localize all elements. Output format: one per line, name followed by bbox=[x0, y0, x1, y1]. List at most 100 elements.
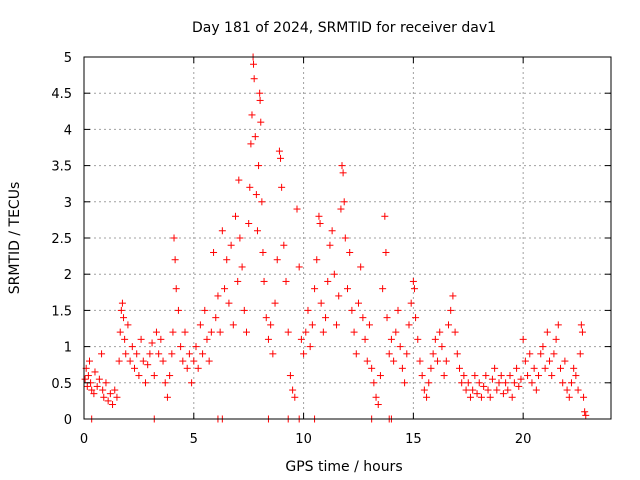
data-point bbox=[124, 321, 132, 329]
data-point bbox=[260, 277, 268, 285]
data-point bbox=[85, 357, 93, 365]
data-point bbox=[93, 382, 101, 390]
data-point bbox=[365, 321, 373, 329]
data-point bbox=[582, 411, 590, 419]
data-point bbox=[338, 162, 346, 170]
data-point bbox=[340, 198, 348, 206]
data-points bbox=[81, 53, 590, 423]
data-point bbox=[246, 183, 254, 191]
data-point bbox=[510, 379, 518, 387]
data-point bbox=[188, 379, 196, 387]
data-point bbox=[183, 364, 191, 372]
y-tick-label: 0.5 bbox=[51, 377, 72, 392]
data-point bbox=[346, 248, 354, 256]
data-point bbox=[236, 234, 244, 242]
data-point bbox=[539, 343, 547, 351]
data-point bbox=[482, 372, 490, 380]
data-point bbox=[359, 314, 367, 322]
data-point bbox=[383, 314, 391, 322]
data-point bbox=[278, 183, 286, 191]
x-tick-labels: 0 5 10 15 20 bbox=[80, 432, 532, 447]
data-point bbox=[396, 343, 404, 351]
data-point bbox=[273, 256, 281, 264]
x-tick-label: 0 bbox=[80, 432, 88, 447]
data-point bbox=[121, 335, 129, 343]
data-point bbox=[169, 328, 177, 336]
data-point bbox=[157, 335, 165, 343]
data-point bbox=[581, 408, 589, 416]
x-tick-label: 5 bbox=[190, 432, 198, 447]
data-point bbox=[486, 393, 494, 401]
data-point bbox=[499, 390, 507, 398]
data-point bbox=[385, 350, 393, 358]
data-point bbox=[326, 241, 334, 249]
data-point bbox=[556, 364, 564, 372]
data-point bbox=[150, 372, 158, 380]
data-point bbox=[223, 256, 231, 264]
data-point bbox=[526, 350, 534, 358]
y-tick-label: 5 bbox=[64, 51, 72, 66]
data-point bbox=[405, 321, 413, 329]
data-point bbox=[304, 306, 312, 314]
data-point bbox=[577, 321, 585, 329]
data-point bbox=[442, 357, 450, 365]
axis-ticks bbox=[83, 56, 611, 420]
data-point bbox=[170, 234, 178, 242]
data-point bbox=[488, 375, 496, 383]
data-point bbox=[330, 270, 338, 278]
data-point bbox=[403, 350, 411, 358]
data-point bbox=[171, 256, 179, 264]
data-point bbox=[252, 191, 260, 199]
data-point bbox=[139, 357, 147, 365]
data-point bbox=[436, 328, 444, 336]
data-point bbox=[352, 350, 360, 358]
data-point bbox=[528, 379, 536, 387]
data-point bbox=[372, 393, 380, 401]
data-point bbox=[152, 328, 160, 336]
data-point bbox=[99, 386, 107, 394]
data-point bbox=[508, 393, 516, 401]
data-point bbox=[530, 364, 538, 372]
data-point bbox=[517, 375, 525, 383]
data-point bbox=[122, 350, 130, 358]
data-point bbox=[464, 379, 472, 387]
data-point bbox=[407, 299, 415, 307]
data-point bbox=[382, 248, 390, 256]
data-point bbox=[177, 343, 185, 351]
x-tick-label: 10 bbox=[295, 432, 312, 447]
data-point bbox=[319, 328, 327, 336]
data-point bbox=[333, 321, 341, 329]
data-point bbox=[484, 386, 492, 394]
data-point bbox=[297, 335, 305, 343]
data-point bbox=[370, 379, 378, 387]
data-point bbox=[412, 314, 420, 322]
data-point bbox=[225, 299, 233, 307]
data-point bbox=[324, 277, 332, 285]
data-point bbox=[174, 306, 182, 314]
data-point bbox=[554, 321, 562, 329]
data-point bbox=[335, 292, 343, 300]
data-point bbox=[440, 372, 448, 380]
data-point bbox=[491, 364, 499, 372]
data-point bbox=[192, 343, 200, 351]
data-point bbox=[98, 350, 106, 358]
data-point bbox=[563, 386, 571, 394]
data-point bbox=[256, 89, 264, 97]
data-point bbox=[379, 285, 387, 293]
data-point bbox=[548, 372, 556, 380]
data-point bbox=[546, 357, 554, 365]
data-point bbox=[574, 386, 582, 394]
data-point bbox=[111, 386, 119, 394]
data-point bbox=[155, 350, 163, 358]
data-point bbox=[425, 379, 433, 387]
data-point bbox=[216, 328, 224, 336]
data-point bbox=[199, 350, 207, 358]
data-point bbox=[449, 292, 457, 300]
data-point bbox=[535, 372, 543, 380]
data-point bbox=[277, 154, 285, 162]
y-tick-label: 1 bbox=[64, 341, 72, 356]
data-point bbox=[414, 335, 422, 343]
data-point bbox=[302, 328, 310, 336]
data-point bbox=[203, 335, 211, 343]
data-point bbox=[201, 306, 209, 314]
